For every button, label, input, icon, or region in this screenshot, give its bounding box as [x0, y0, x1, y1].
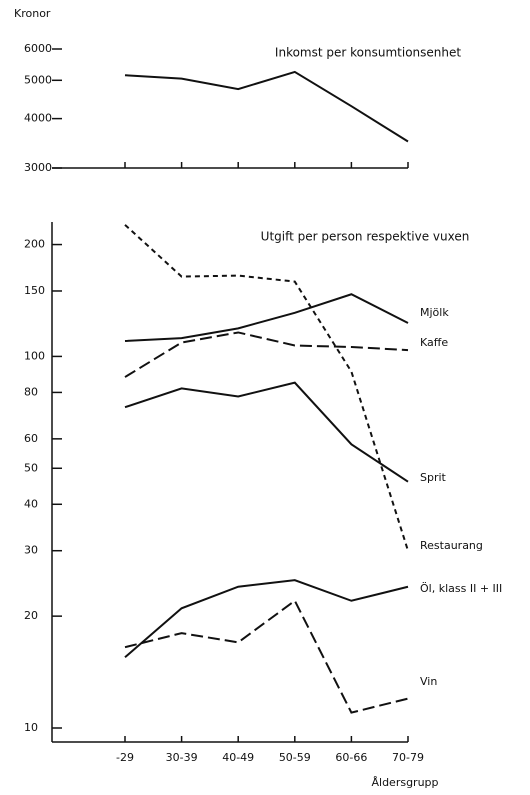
line-series [124, 224, 409, 552]
x-tick-label: 70-79 [392, 751, 424, 764]
x-tick-label: 60-66 [335, 751, 367, 764]
series-label: Vin [420, 675, 437, 688]
line-series [124, 579, 409, 659]
y-tick-label: 20 [24, 609, 38, 622]
series-label: Sprit [420, 471, 447, 484]
line-series [124, 70, 409, 143]
line-series [124, 331, 409, 378]
y-tick-label: 200 [24, 238, 45, 251]
x-tick-label: -29 [116, 751, 134, 764]
y-tick-label: 50 [24, 461, 38, 474]
chart-title: Inkomst per konsumtionsenhet [275, 46, 461, 60]
y-tick-label: 5000 [24, 73, 52, 86]
line-series [124, 599, 409, 714]
series-label: Mjölk [420, 306, 449, 319]
y-axis-label: Kronor [14, 7, 51, 20]
x-axis-label: Åldersgrupp [371, 776, 438, 789]
y-tick-label: 10 [24, 721, 38, 734]
x-tick-label: 30-39 [166, 751, 198, 764]
y-tick-label: 6000 [24, 42, 52, 55]
y-tick-label: 30 [24, 544, 38, 557]
y-tick-label: 80 [24, 385, 38, 398]
chart-title: Utgift per person respektive vuxen [261, 230, 470, 244]
series-label: Kaffe [420, 336, 448, 349]
series-label: Öl, klass II + III [420, 582, 502, 595]
y-tick-label: 60 [24, 432, 38, 445]
line-series [124, 293, 409, 343]
line-series [124, 381, 409, 483]
y-tick-label: 4000 [24, 112, 52, 125]
y-tick-label: 40 [24, 497, 38, 510]
x-tick-label: 40-49 [222, 751, 254, 764]
y-tick-label: 150 [24, 284, 45, 297]
y-tick-label: 3000 [24, 161, 52, 174]
series-label: Restaurang [420, 539, 483, 552]
y-tick-label: 100 [24, 349, 45, 362]
x-tick-label: 50-59 [279, 751, 311, 764]
